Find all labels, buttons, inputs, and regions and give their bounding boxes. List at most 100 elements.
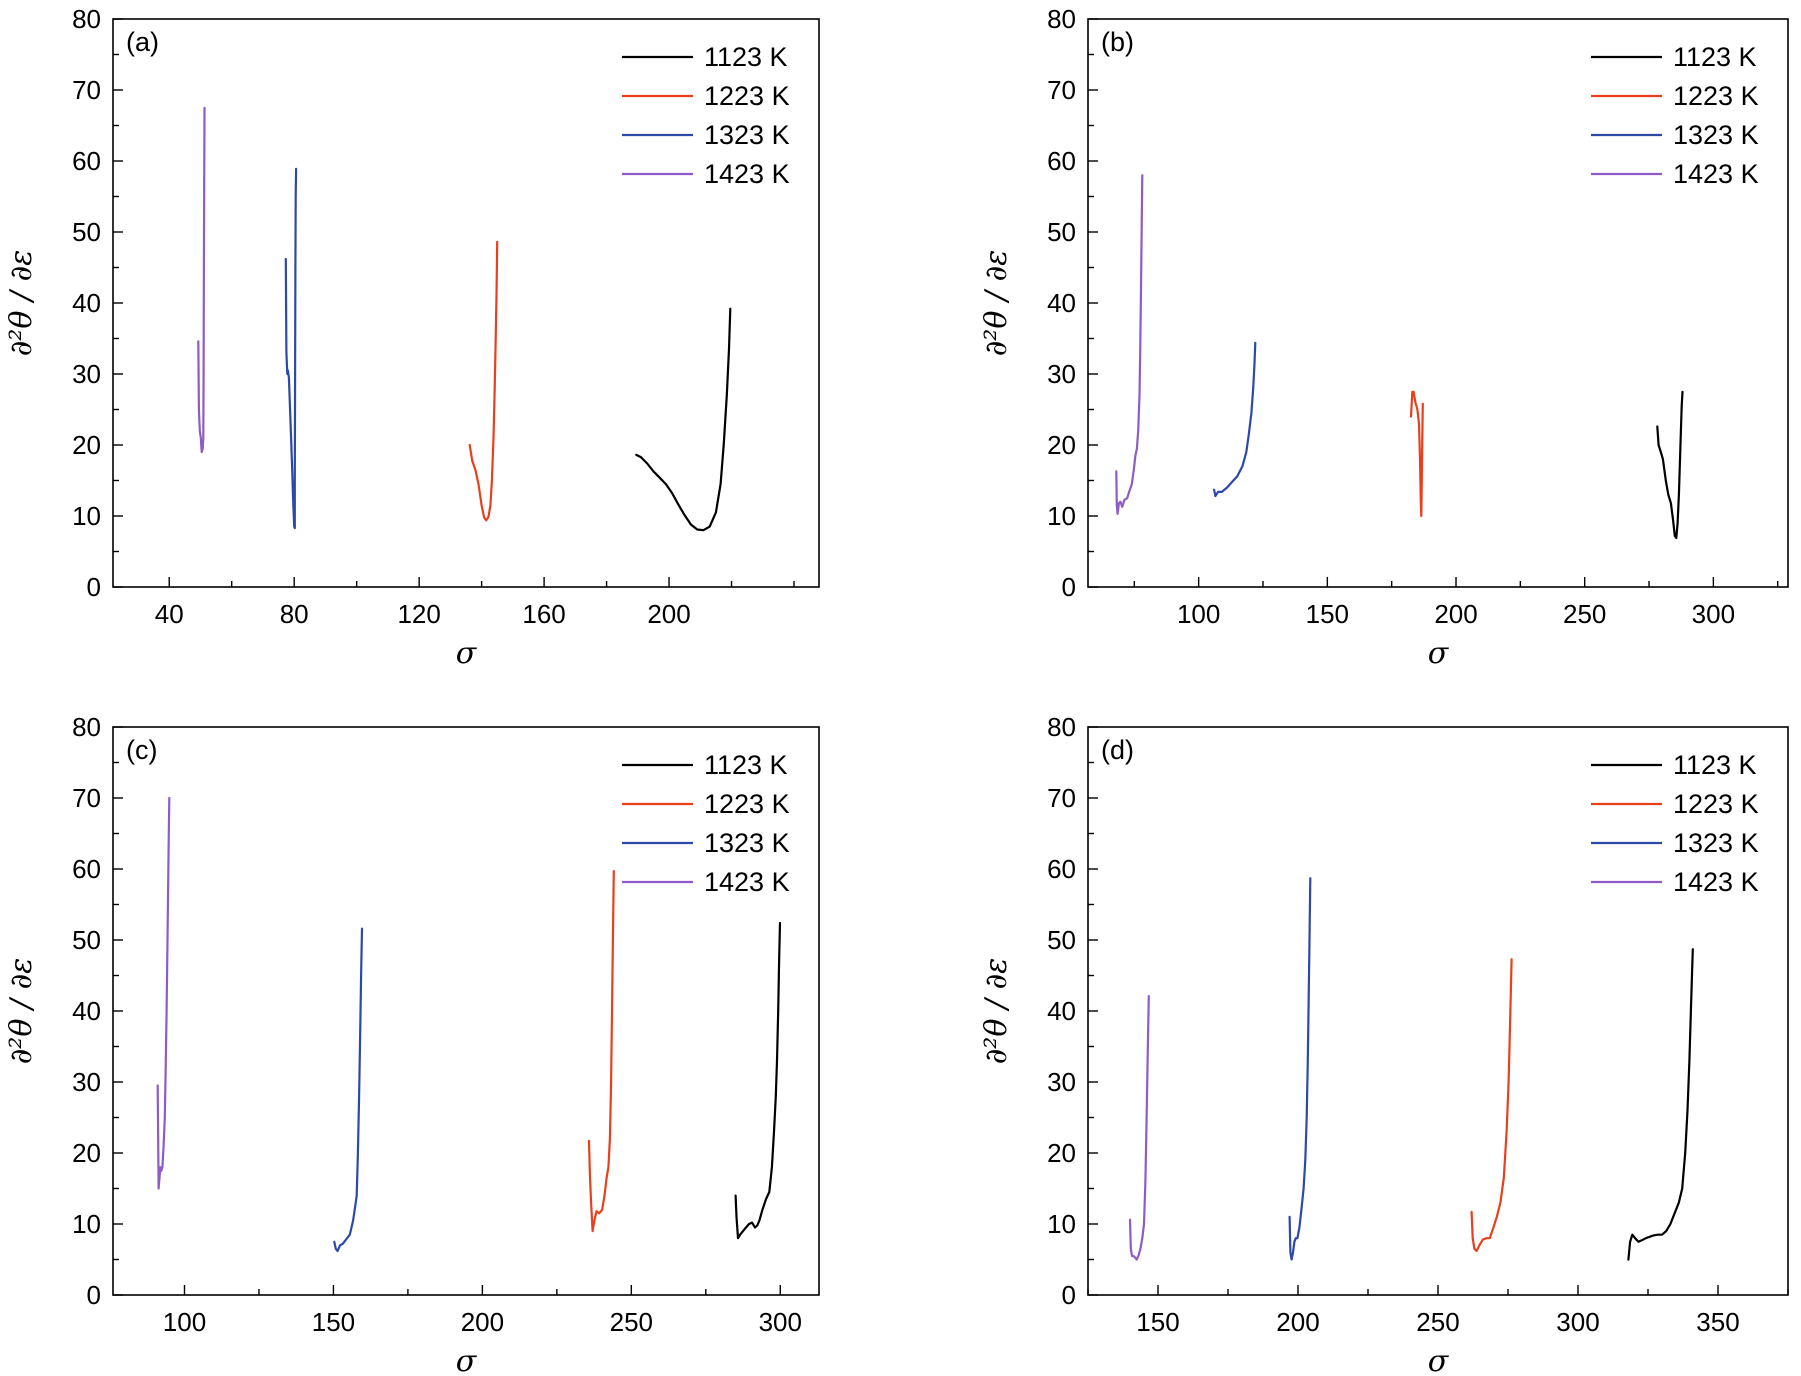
y-tick-label: 60 bbox=[72, 146, 101, 176]
series-line-1123k bbox=[1656, 390, 1684, 540]
x-tick-label: 150 bbox=[1136, 1307, 1179, 1337]
x-tick-label: 250 bbox=[610, 1307, 653, 1337]
series-line-1423k bbox=[156, 796, 171, 1190]
legend-label: 1223 K bbox=[704, 789, 790, 819]
y-tick-label: 10 bbox=[72, 1209, 101, 1239]
y-tick-label: 40 bbox=[72, 996, 101, 1026]
y-axis-title: ∂²θ / ∂ε bbox=[979, 958, 1014, 1064]
x-tick-label: 250 bbox=[1563, 599, 1606, 629]
legend-label: 1123 K bbox=[704, 750, 788, 780]
x-tick-label: 40 bbox=[155, 599, 184, 629]
y-tick-label: 0 bbox=[87, 1280, 101, 1310]
x-axis-title: σ bbox=[456, 636, 478, 671]
series-line-1423k bbox=[197, 106, 206, 454]
y-tick-label: 20 bbox=[72, 430, 101, 460]
y-axis-title: ∂²θ / ∂ε bbox=[4, 250, 39, 356]
x-tick-label: 200 bbox=[461, 1307, 504, 1337]
legend-label: 1223 K bbox=[1673, 789, 1759, 819]
x-tick-label: 300 bbox=[1692, 599, 1735, 629]
y-tick-label: 80 bbox=[72, 712, 101, 742]
y-tick-label: 0 bbox=[1062, 1280, 1076, 1310]
y-axis-title: ∂²θ / ∂ε bbox=[979, 250, 1014, 356]
x-tick-label: 100 bbox=[1177, 599, 1220, 629]
x-tick-label: 300 bbox=[1556, 1307, 1599, 1337]
y-tick-label: 70 bbox=[1047, 783, 1076, 813]
x-axis-title: σ bbox=[1428, 636, 1450, 671]
legend-label: 1423 K bbox=[704, 867, 790, 897]
y-tick-label: 0 bbox=[87, 572, 101, 602]
series-line-1323k bbox=[284, 167, 298, 530]
y-tick-label: 40 bbox=[1047, 996, 1076, 1026]
y-tick-label: 80 bbox=[72, 4, 101, 34]
series-line-1323k bbox=[1288, 877, 1312, 1261]
x-tick-label: 100 bbox=[163, 1307, 206, 1337]
series-line-1223k bbox=[1409, 390, 1424, 518]
y-tick-label: 20 bbox=[1047, 430, 1076, 460]
panel-label: (a) bbox=[126, 27, 159, 57]
legend-label: 1423 K bbox=[1673, 867, 1759, 897]
y-tick-label: 30 bbox=[1047, 1067, 1076, 1097]
series-line-1123k bbox=[1627, 948, 1694, 1261]
panel-label: (d) bbox=[1101, 735, 1134, 765]
legend-label: 1423 K bbox=[704, 159, 790, 189]
y-tick-label: 30 bbox=[72, 1067, 101, 1097]
chart-panel-3: 150 200 250 300 350 0 10 20 30 40 50 60 70 80 σ ∂²θ / ∂… bbox=[979, 712, 1789, 1376]
y-tick-label: 80 bbox=[1047, 712, 1076, 742]
series-line-1223k bbox=[1470, 958, 1513, 1253]
x-tick-label: 300 bbox=[759, 1307, 802, 1337]
series-line-1323k bbox=[1212, 341, 1257, 498]
legend-label: 1123 K bbox=[1673, 750, 1757, 780]
legend-label: 1323 K bbox=[704, 120, 790, 150]
y-tick-label: 40 bbox=[72, 288, 101, 318]
legend-label: 1123 K bbox=[704, 42, 788, 72]
y-tick-label: 70 bbox=[1047, 75, 1076, 105]
y-tick-label: 0 bbox=[1062, 572, 1076, 602]
y-tick-label: 60 bbox=[1047, 146, 1076, 176]
y-tick-label: 70 bbox=[72, 75, 101, 105]
series-line-1223k bbox=[587, 869, 615, 1233]
chart-panel-2: 100 150 200 250 300 0 10 20 30 40 50 60 70 80 σ ∂²θ / ∂… bbox=[4, 712, 820, 1376]
x-axis-title: σ bbox=[1428, 1344, 1450, 1376]
x-tick-label: 250 bbox=[1416, 1307, 1459, 1337]
x-tick-label: 160 bbox=[522, 599, 565, 629]
series-line-1223k bbox=[468, 240, 499, 522]
y-tick-label: 10 bbox=[1047, 1209, 1076, 1239]
y-tick-label: 50 bbox=[1047, 217, 1076, 247]
x-tick-label: 80 bbox=[280, 599, 309, 629]
panel-label: (b) bbox=[1101, 27, 1134, 57]
y-tick-label: 70 bbox=[72, 783, 101, 813]
x-tick-label: 150 bbox=[1306, 599, 1349, 629]
chart-panel-0: 40 80 120 160 200 0 10 20 30 40 50 60 70 80 σ ∂²θ / ∂ε (… bbox=[4, 4, 820, 671]
series-line-1123k bbox=[635, 307, 732, 532]
y-tick-label: 40 bbox=[1047, 288, 1076, 318]
x-tick-label: 200 bbox=[1434, 599, 1477, 629]
y-axis-title: ∂²θ / ∂ε bbox=[4, 958, 39, 1064]
y-tick-label: 30 bbox=[72, 359, 101, 389]
legend-label: 1323 K bbox=[1673, 828, 1759, 858]
y-tick-label: 50 bbox=[1047, 925, 1076, 955]
legend-label: 1223 K bbox=[704, 81, 790, 111]
y-tick-label: 60 bbox=[1047, 854, 1076, 884]
y-tick-label: 30 bbox=[1047, 359, 1076, 389]
series-line-1123k bbox=[734, 921, 782, 1240]
y-tick-label: 80 bbox=[1047, 4, 1076, 34]
x-tick-label: 200 bbox=[1276, 1307, 1319, 1337]
legend-label: 1223 K bbox=[1673, 81, 1759, 111]
y-tick-label: 20 bbox=[72, 1138, 101, 1168]
y-tick-label: 50 bbox=[72, 925, 101, 955]
legend-label: 1323 K bbox=[704, 828, 790, 858]
series-line-1423k bbox=[1128, 994, 1150, 1261]
y-tick-label: 10 bbox=[1047, 501, 1076, 531]
x-tick-label: 200 bbox=[647, 599, 690, 629]
y-tick-label: 60 bbox=[72, 854, 101, 884]
x-tick-label: 120 bbox=[397, 599, 440, 629]
y-tick-label: 50 bbox=[72, 217, 101, 247]
series-line-1323k bbox=[333, 927, 364, 1253]
x-tick-label: 350 bbox=[1696, 1307, 1739, 1337]
legend-label: 1123 K bbox=[1673, 42, 1757, 72]
series-line-1423k bbox=[1115, 174, 1144, 516]
legend-label: 1423 K bbox=[1673, 159, 1759, 189]
x-axis-title: σ bbox=[456, 1344, 478, 1376]
panel-label: (c) bbox=[126, 735, 157, 765]
